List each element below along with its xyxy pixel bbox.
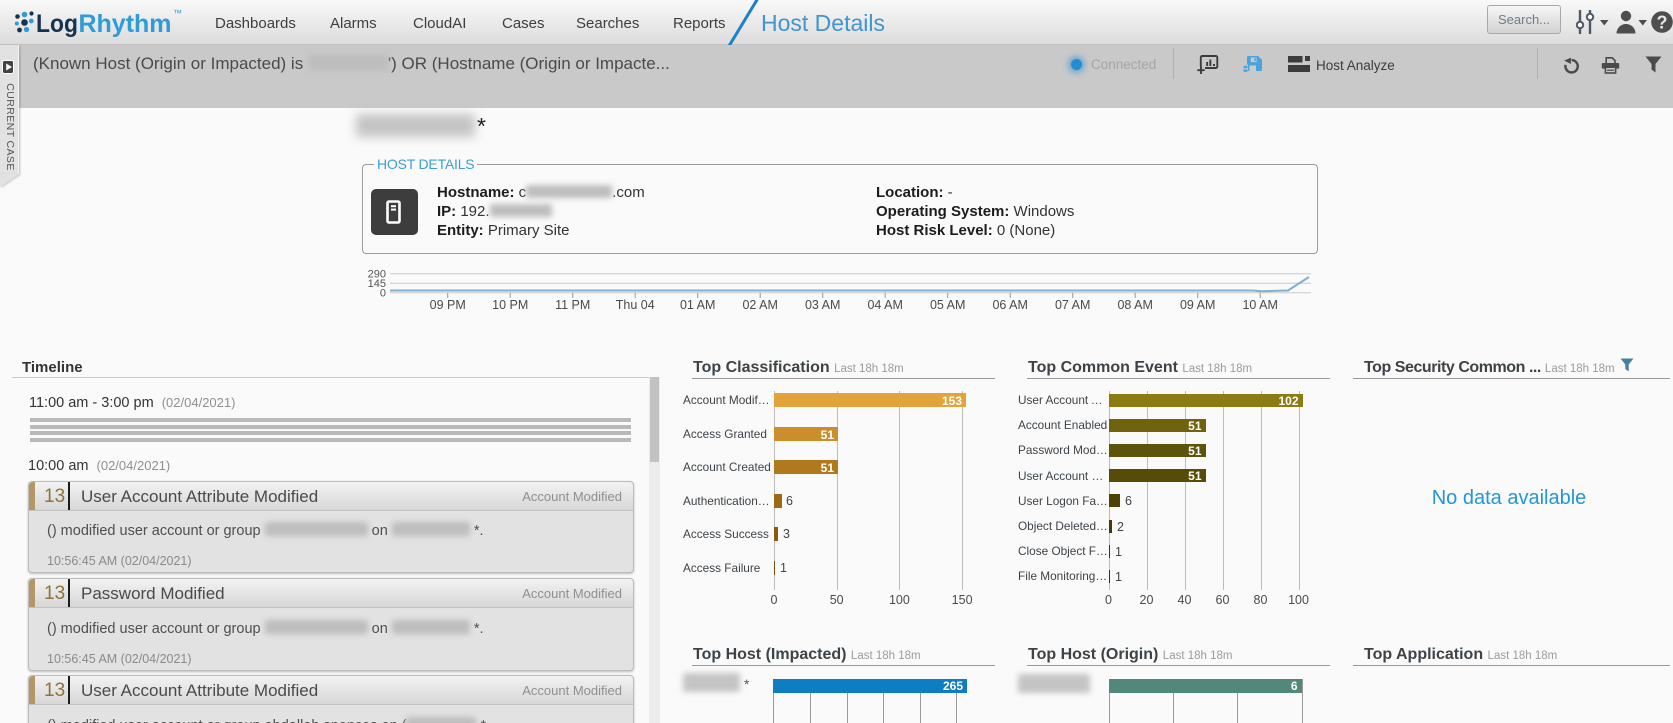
svg-text:03 AM: 03 AM bbox=[805, 298, 840, 312]
svg-text:145: 145 bbox=[368, 278, 386, 290]
svg-text:05 AM: 05 AM bbox=[930, 298, 965, 312]
svg-text:09 PM: 09 PM bbox=[430, 298, 466, 312]
svg-text:290: 290 bbox=[368, 268, 386, 280]
svg-text:08 AM: 08 AM bbox=[1117, 298, 1152, 312]
svg-text:Thu 04: Thu 04 bbox=[616, 298, 655, 312]
svg-text:Rhythm: Rhythm bbox=[79, 10, 172, 38]
svg-text:01 AM: 01 AM bbox=[680, 298, 715, 312]
svg-text:06 AM: 06 AM bbox=[992, 298, 1027, 312]
svg-text:09 AM: 09 AM bbox=[1180, 298, 1215, 312]
svg-text:10 AM: 10 AM bbox=[1242, 298, 1277, 312]
svg-text:™: ™ bbox=[173, 8, 182, 18]
svg-text:10 PM: 10 PM bbox=[492, 298, 528, 312]
svg-text:Log: Log bbox=[36, 10, 78, 38]
svg-text:04 AM: 04 AM bbox=[867, 298, 902, 312]
svg-text:07 AM: 07 AM bbox=[1055, 298, 1090, 312]
svg-text:11 PM: 11 PM bbox=[555, 298, 590, 312]
svg-text:0: 0 bbox=[380, 287, 386, 299]
svg-text:02 AM: 02 AM bbox=[742, 298, 777, 312]
svg-text:?: ? bbox=[1657, 13, 1668, 33]
